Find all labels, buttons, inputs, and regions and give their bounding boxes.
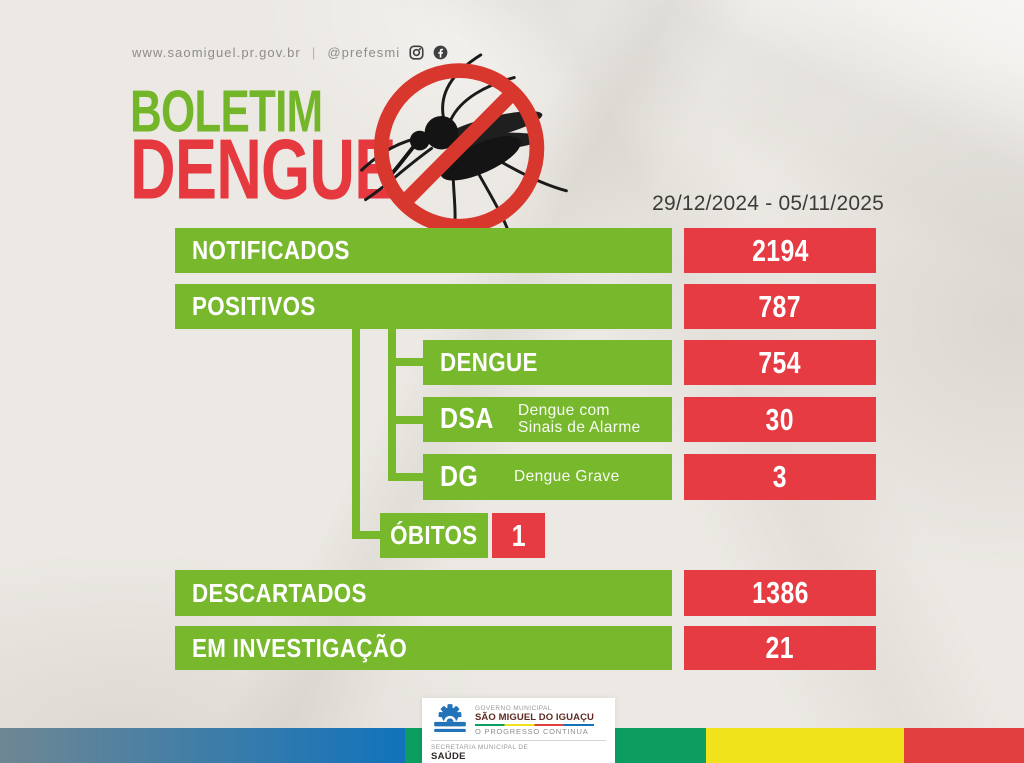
instagram-icon xyxy=(409,45,424,60)
stat-value-positivos: 787 xyxy=(684,284,876,329)
divider-text: | xyxy=(311,45,317,60)
stat-label: DENGUE xyxy=(440,347,538,377)
connector-line xyxy=(396,416,424,424)
social-handle-text: @prefesmi xyxy=(327,45,401,60)
title-boletim: BOLETIM xyxy=(130,77,323,145)
government-name-block: GOVERNO MUNICIPAL SÃO MIGUEL DO IGUAÇU O… xyxy=(475,705,594,736)
gov-line3: O PROGRESSO CONTINUA xyxy=(475,726,589,736)
stat-value-descartados: 1386 xyxy=(684,570,876,616)
footer-strip-blue xyxy=(0,728,405,763)
stat-label: ÓBITOS xyxy=(390,520,478,550)
stat-sublabel: Dengue com Sinais de Alarme xyxy=(518,401,642,436)
contact-line: www.saomiguel.pr.gov.br | @prefesmi xyxy=(132,45,448,60)
stat-bar-obitos: ÓBITOS xyxy=(380,513,488,558)
stat-value-dengue: 754 xyxy=(684,340,876,385)
facebook-icon xyxy=(433,45,448,60)
stat-label: EM INVESTIGAÇÃO xyxy=(192,632,408,663)
period-date-range: 29/12/2024 - 05/11/2025 xyxy=(652,192,884,215)
stat-label: NOTIFICADOS xyxy=(192,235,350,265)
connector-line xyxy=(396,358,424,366)
connector-line xyxy=(396,473,424,481)
stat-bar-dengue: DENGUE xyxy=(423,340,672,385)
dept-line2: SAÚDE xyxy=(431,751,466,762)
stat-value-obitos: 1 xyxy=(492,513,545,558)
stat-label: DSA xyxy=(440,403,494,435)
stat-label: POSITIVOS xyxy=(192,291,316,321)
stat-bar-notificados: NOTIFICADOS xyxy=(175,228,672,273)
no-mosquito-icon xyxy=(360,53,568,242)
city-gear-logo-icon xyxy=(434,704,466,733)
footer-strip-red xyxy=(904,728,1024,763)
title-dengue: DENGUE xyxy=(130,120,396,217)
stat-label: DESCARTADOS xyxy=(192,577,367,608)
stat-value-notificados: 2194 xyxy=(684,228,876,273)
stat-sublabel: Dengue Grave xyxy=(514,467,620,485)
stat-bar-positivos: POSITIVOS xyxy=(175,284,672,329)
website-text: www.saomiguel.pr.gov.br xyxy=(132,45,301,60)
stat-value-dsa: 30 xyxy=(684,397,876,442)
gov-line1: GOVERNO MUNICIPAL xyxy=(475,704,552,712)
multicolor-rule xyxy=(475,723,594,726)
stat-bar-descartados: DESCARTADOS xyxy=(175,570,672,616)
connector-line xyxy=(388,329,396,481)
stat-label: DG xyxy=(440,460,479,493)
footer-strip-yellow xyxy=(706,728,904,763)
stat-bar-dg: DG Dengue Grave xyxy=(423,454,672,500)
connector-line xyxy=(352,329,360,539)
dept-line1: SECRETARIA MUNICIPAL DE xyxy=(431,744,529,751)
gov-line2: SÃO MIGUEL DO IGUAÇU xyxy=(475,711,594,723)
stat-bar-dsa: DSA Dengue com Sinais de Alarme xyxy=(423,397,672,442)
stat-value-dg: 3 xyxy=(684,454,876,500)
logo-card-divider xyxy=(431,740,606,741)
stat-value-em-investigacao: 21 xyxy=(684,626,876,670)
government-logo-card: GOVERNO MUNICIPAL SÃO MIGUEL DO IGUAÇU O… xyxy=(422,698,615,763)
stat-bar-em-investigacao: EM INVESTIGAÇÃO xyxy=(175,626,672,670)
connector-line xyxy=(352,531,382,539)
